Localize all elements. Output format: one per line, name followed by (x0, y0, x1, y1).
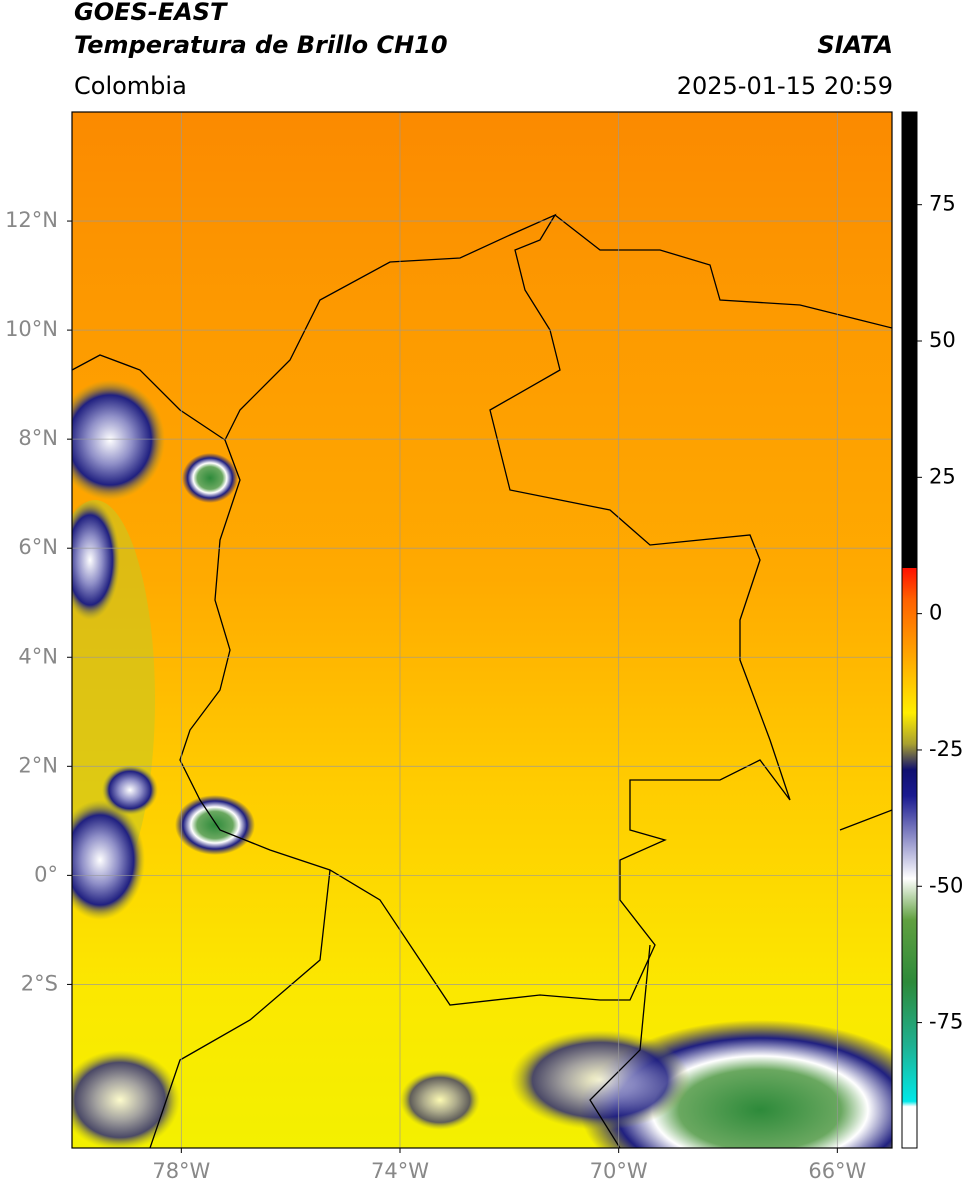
map-image (72, 112, 892, 1148)
cloud (400, 1070, 480, 1130)
y-tick-label: 2°S (21, 971, 58, 995)
colorbar-tick-label: -75 (929, 1010, 963, 1034)
y-tick-label: 4°N (18, 644, 58, 668)
region: Colombia (74, 72, 187, 100)
cloud (72, 1050, 180, 1148)
colorbar-tick-label: 50 (929, 328, 956, 352)
cloud (175, 795, 255, 855)
cloud (510, 1030, 690, 1130)
x-tick-label: 70°W (590, 1159, 648, 1183)
colombia-border (179, 213, 791, 1006)
cloud (102, 765, 158, 815)
title: GOES-EAST (74, 0, 228, 26)
y-tick-label: 10°N (5, 317, 58, 341)
source: SIATA (817, 31, 893, 59)
y-tick-label: 8°N (18, 426, 58, 450)
datetime: 2025-01-15 20:59 (677, 72, 893, 100)
y-tick-label: 12°N (5, 208, 58, 232)
map-background (72, 112, 892, 1148)
cloud (72, 500, 120, 620)
cloud (72, 380, 165, 500)
colorbar-tick-label: -50 (929, 873, 963, 897)
y-tick-label: 0° (34, 862, 58, 886)
x-tick-label: 66°W (808, 1159, 866, 1183)
coastline (72, 214, 892, 1148)
colorbar-tick-label: 25 (929, 464, 956, 488)
colorbar-tick-label: 75 (929, 192, 956, 216)
subtitle: Temperatura de Brillo CH10 (74, 31, 448, 59)
map-frame (71, 111, 893, 1149)
cloud (72, 800, 145, 920)
cloud (182, 453, 238, 503)
y-tick-label: 2°N (18, 753, 58, 777)
axes: 78°W 74°W 70°W 66°W 12°N 10°N 8°N 6°N 4°N 2°N 0° 2°… (5, 112, 892, 1183)
colorbar-tick-label: -25 (929, 737, 963, 761)
colorbar-tick-label: 0 (929, 601, 942, 625)
x-tick-label: 74°W (371, 1159, 429, 1183)
colorbar (901, 111, 918, 1149)
x-tick-label: 78°W (152, 1159, 210, 1183)
y-tick-label: 6°N (18, 535, 58, 559)
